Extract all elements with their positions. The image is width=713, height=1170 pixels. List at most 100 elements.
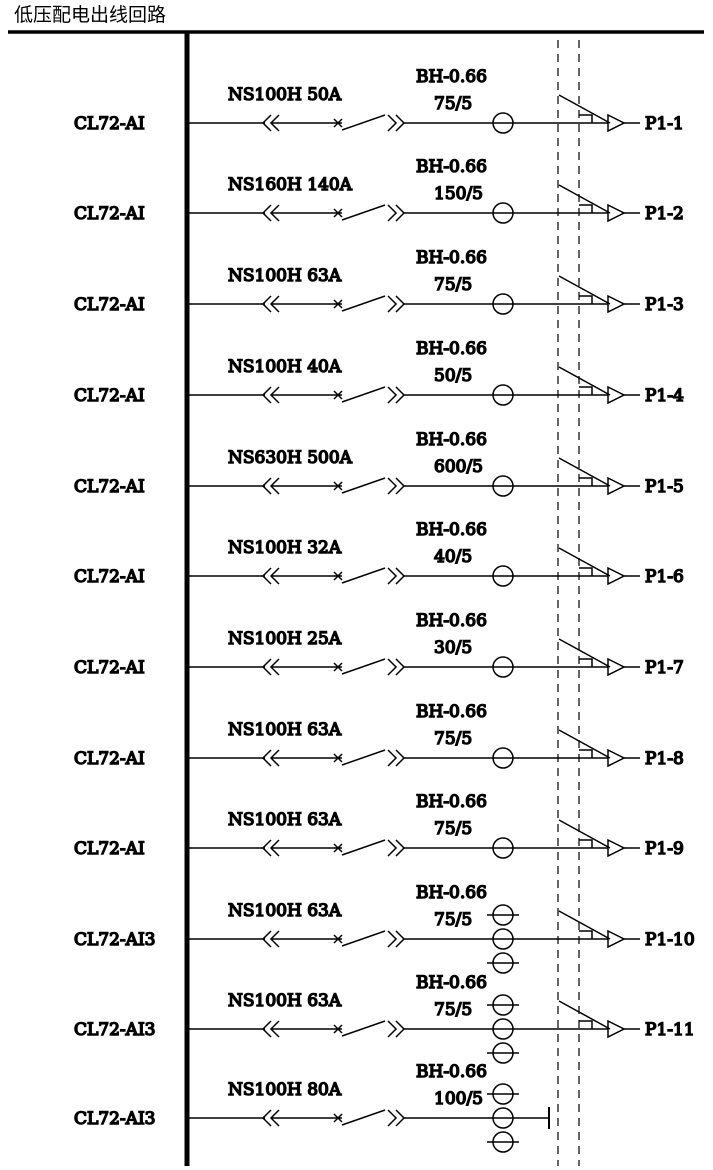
ct-ratio-label: 30/5 — [434, 638, 472, 658]
meter-label: CL72-AI — [74, 386, 145, 406]
breaker-rating-label: NS630H 500A — [228, 448, 353, 468]
breaker-blade — [341, 658, 386, 675]
cable-outlet-arrow — [607, 657, 626, 677]
breaker-rating-label: NS100H 63A — [228, 810, 342, 830]
drawout-contact-right — [387, 658, 406, 676]
current-transformer — [492, 1107, 514, 1129]
current-transformer — [492, 747, 514, 769]
breaker-blade — [341, 295, 386, 312]
meter-label: CL72-AI — [74, 749, 145, 769]
drawout-contact-right — [387, 749, 406, 767]
ct-ratio-label: 75/5 — [434, 910, 472, 930]
cable-outlet-arrow — [607, 203, 626, 223]
breaker-trip-mark — [333, 118, 343, 128]
meter-label: CL72-AI — [74, 658, 145, 678]
outlet-label: P1-3 — [645, 295, 684, 315]
outlet-label: P1-8 — [645, 749, 684, 769]
cable-outlet-step — [579, 839, 593, 848]
drawout-contact-right — [387, 477, 406, 495]
current-transformer — [492, 112, 514, 134]
breaker-rating-label: NS100H 32A — [228, 538, 342, 558]
ct-ratio-label: 100/5 — [434, 1089, 483, 1109]
current-transformer — [492, 837, 514, 859]
cable-outlet-arrow — [607, 1019, 626, 1039]
breaker-rating-label: NS100H 25A — [228, 629, 342, 649]
cable-outlet-step — [579, 114, 593, 123]
cable-outlet-stroke — [558, 94, 611, 124]
cable-outlet-arrow — [607, 929, 626, 949]
cable-outlet-arrow — [607, 113, 626, 133]
ct-model-label: BH-0.66 — [416, 973, 487, 993]
drawout-contact-right — [387, 295, 406, 313]
current-transformer — [492, 475, 514, 497]
meter-label: CL72-AI3 — [74, 1020, 155, 1040]
cable-outlet-stroke — [558, 275, 611, 305]
breaker-blade — [341, 114, 386, 131]
outlet-label: P1-1 — [645, 114, 684, 134]
circuit-row: CL72-AI NS100H 50A BH-0.66 75/5 P1-1 — [73, 66, 684, 135]
outgoing-circuits: CL72-AI NS100H 50A BH-0.66 75/5 P1-1 CL72-AI N… — [73, 66, 695, 1153]
drawout-contact-right — [387, 386, 406, 404]
ct-ratio-label: 600/5 — [434, 457, 483, 477]
cable-outlet-stroke — [558, 910, 611, 940]
outlet-label: P1-7 — [645, 658, 684, 678]
cable-outlet-arrow — [607, 566, 626, 586]
drawout-contact-right — [387, 839, 406, 857]
circuit-row: CL72-AI3 NS100H 80A BH-0.66 100/5 — [73, 1061, 550, 1153]
cable-outlet-stroke — [558, 547, 611, 577]
cable-outlet-step — [579, 477, 593, 486]
cable-outlet-step — [579, 1020, 593, 1029]
breaker-rating-label: NS160H 140A — [228, 175, 353, 195]
current-transformer — [492, 384, 514, 406]
cable-outlet-arrow — [607, 476, 626, 496]
cable-outlet-stroke — [558, 638, 611, 668]
outlet-label: P1-11 — [645, 1020, 695, 1040]
breaker-trip-mark — [333, 481, 343, 491]
drawout-contact-right — [387, 930, 406, 948]
ct-model-label: BH-0.66 — [416, 157, 487, 177]
cable-outlet-stroke — [558, 819, 611, 849]
circuit-row: CL72-AI NS160H 140A BH-0.66 150/5 P1-2 — [73, 156, 684, 225]
circuit-row: CL72-AI NS100H 40A BH-0.66 50/5 P1-4 — [73, 338, 684, 407]
drawout-contact-right — [387, 204, 406, 222]
ct-ratio-label: 75/5 — [434, 819, 472, 839]
ct-ratio-label: 75/5 — [434, 94, 472, 114]
meter-label: CL72-AI3 — [74, 930, 155, 950]
ct-ratio-label: 40/5 — [434, 547, 472, 567]
cable-outlet-arrow — [607, 838, 626, 858]
ct-model-label: BH-0.66 — [416, 339, 487, 359]
breaker-blade — [341, 386, 386, 403]
breaker-rating-label: NS100H 80A — [228, 1080, 342, 1100]
breaker-blade — [341, 204, 386, 221]
ct-model-label: BH-0.66 — [416, 430, 487, 450]
meter-label: CL72-AI — [74, 567, 145, 587]
breaker-rating-label: NS100H 63A — [228, 991, 342, 1011]
breaker-blade — [341, 1020, 386, 1037]
breaker-blade — [341, 749, 386, 766]
breaker-rating-label: NS100H 63A — [228, 720, 342, 740]
breaker-blade — [341, 1109, 386, 1126]
current-transformer — [492, 1018, 514, 1040]
breaker-trip-mark — [333, 1024, 343, 1034]
breaker-rating-label: NS100H 50A — [228, 85, 342, 105]
drawout-contact-right — [387, 114, 406, 132]
breaker-rating-label: NS100H 40A — [228, 357, 342, 377]
breaker-trip-mark — [333, 208, 343, 218]
breaker-trip-mark — [333, 571, 343, 581]
circuit-row: CL72-AI NS100H 63A BH-0.66 75/5 P1-3 — [73, 247, 684, 316]
outlet-label: P1-4 — [645, 386, 684, 406]
circuit-row: CL72-AI NS100H 32A BH-0.66 40/5 P1-6 — [73, 519, 684, 588]
breaker-blade — [341, 930, 386, 947]
current-transformer — [492, 565, 514, 587]
ct-model-label: BH-0.66 — [416, 792, 487, 812]
cable-outlet-stroke — [558, 366, 611, 396]
current-transformer — [492, 928, 514, 950]
breaker-trip-mark — [333, 934, 343, 944]
circuit-row: CL72-AI NS100H 25A BH-0.66 30/5 P1-7 — [73, 610, 684, 679]
breaker-rating-label: NS100H 63A — [228, 901, 342, 921]
ct-ratio-label: 75/5 — [434, 1000, 472, 1020]
circuit-row: CL72-AI NS100H 63A BH-0.66 75/5 P1-9 — [73, 791, 684, 860]
circuit-row: CL72-AI3 NS100H 63A BH-0.66 75/5 P1-11 — [73, 972, 695, 1064]
cable-outlet-stroke — [558, 1000, 611, 1030]
